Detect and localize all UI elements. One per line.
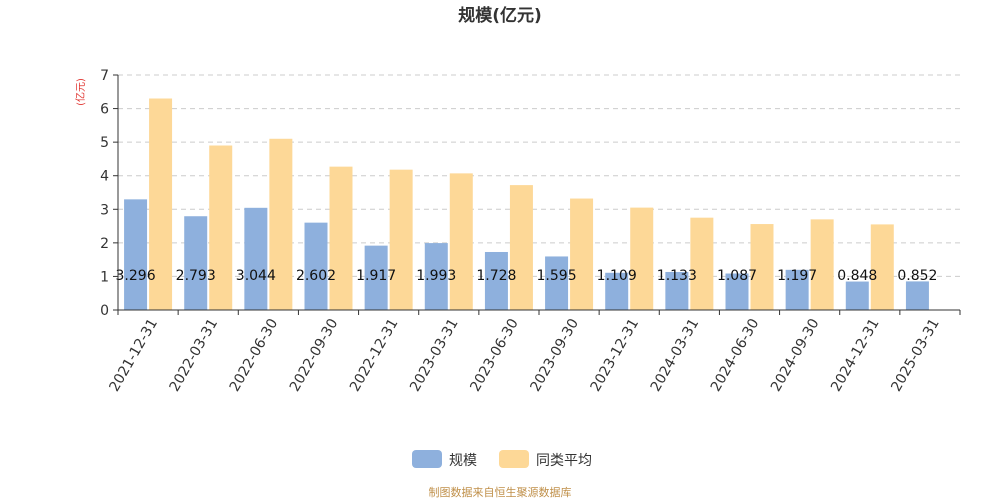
legend-label: 同类平均 xyxy=(536,453,592,469)
x-tick-label: 2023-06-30 xyxy=(467,316,522,394)
data-labels: 3.296 2.793 3.044 2.602 1.917 1.993 1.728 1.595… xyxy=(116,268,938,284)
x-tick-label: 2024-03-31 xyxy=(648,316,703,394)
legend-item-peer-average[interactable]: 同类平均 xyxy=(499,450,592,469)
bar-scale[interactable] xyxy=(785,269,809,310)
y-tick-label: 3 xyxy=(100,202,109,218)
bars xyxy=(124,98,929,311)
data-label: 1.993 xyxy=(416,268,456,284)
bar-scale[interactable] xyxy=(605,272,629,310)
bar-scale[interactable] xyxy=(184,216,208,310)
data-label: 1.595 xyxy=(537,268,577,284)
bar-scale[interactable] xyxy=(845,281,869,310)
bar-scale[interactable] xyxy=(905,281,929,310)
y-tick-label: 1 xyxy=(100,269,109,285)
bar-peer-average[interactable] xyxy=(389,169,413,310)
x-tick-label: 2025-03-31 xyxy=(888,316,943,394)
data-label: 3.044 xyxy=(236,268,276,284)
bar-peer-average[interactable] xyxy=(810,219,834,310)
bar-scale[interactable] xyxy=(725,273,749,310)
y-tick-label: 2 xyxy=(100,236,109,252)
data-label: 0.848 xyxy=(837,268,877,284)
bar-peer-average[interactable] xyxy=(329,166,353,310)
x-tick-label: 2022-12-31 xyxy=(347,316,402,394)
bar-scale[interactable] xyxy=(244,207,268,310)
x-tick-label: 2021-12-31 xyxy=(106,316,161,394)
bar-peer-average[interactable] xyxy=(449,173,473,310)
y-tick-label: 7 xyxy=(100,68,109,84)
legend-item-scale[interactable]: 规模 xyxy=(412,450,477,469)
x-tick-label: 2022-03-31 xyxy=(167,316,222,394)
x-tick-label: 2022-06-30 xyxy=(227,316,282,394)
bar-peer-average[interactable] xyxy=(509,185,533,310)
y-axis-unit-label: (亿元) xyxy=(74,78,87,106)
x-tick-label: 2023-09-30 xyxy=(527,316,582,394)
source-note: 制图数据来自恒生聚源数据库 xyxy=(429,485,572,499)
bar-peer-average[interactable] xyxy=(149,98,173,311)
bar-peer-average[interactable] xyxy=(630,207,654,310)
bar-peer-average[interactable] xyxy=(750,224,774,310)
y-tick-label: 5 xyxy=(100,135,109,151)
x-tick-label: 2024-09-30 xyxy=(768,316,823,394)
chart-title: 规模(亿元) xyxy=(458,5,542,26)
bar-scale[interactable] xyxy=(665,271,689,310)
y-tick-label: 4 xyxy=(100,169,109,185)
y-tick-label: 0 xyxy=(100,303,109,319)
bar-peer-average[interactable] xyxy=(209,145,233,311)
data-label: 0.852 xyxy=(897,268,937,284)
x-tick-label: 2024-12-31 xyxy=(828,316,883,394)
data-label: 1.133 xyxy=(657,268,697,284)
bar-scale[interactable] xyxy=(124,199,148,310)
x-tick-label: 2023-12-31 xyxy=(588,316,643,394)
bar-scale[interactable] xyxy=(545,256,569,310)
x-tick-label: 2024-06-30 xyxy=(708,316,763,394)
data-label: 1.917 xyxy=(356,268,396,284)
data-label: 1.197 xyxy=(777,268,817,284)
data-label: 1.087 xyxy=(717,268,757,284)
legend[interactable]: 规模 同类平均 xyxy=(412,450,592,469)
bar-peer-average[interactable] xyxy=(870,224,894,310)
legend-swatch xyxy=(499,450,529,468)
y-tick-label: 6 xyxy=(100,102,109,118)
x-tick-label: 2022-09-30 xyxy=(287,316,342,394)
legend-label: 规模 xyxy=(449,453,477,469)
data-label: 2.793 xyxy=(176,268,216,284)
x-tick-label: 2023-03-31 xyxy=(407,316,462,394)
data-label: 3.296 xyxy=(116,268,156,284)
data-label: 1.728 xyxy=(476,268,516,284)
data-label: 1.109 xyxy=(597,268,637,284)
bar-scale[interactable] xyxy=(424,243,448,310)
legend-swatch xyxy=(412,450,442,468)
bar-peer-average[interactable] xyxy=(570,198,594,310)
gridlines xyxy=(118,74,960,277)
bar-scale[interactable] xyxy=(484,251,508,310)
bar-scale[interactable] xyxy=(304,222,328,310)
bar-scale[interactable] xyxy=(364,245,388,310)
bar-peer-average[interactable] xyxy=(269,138,293,310)
data-label: 2.602 xyxy=(296,268,336,284)
bar-peer-average[interactable] xyxy=(690,217,714,310)
